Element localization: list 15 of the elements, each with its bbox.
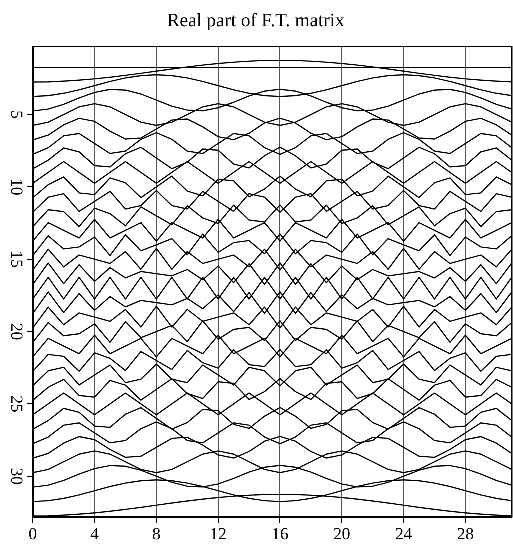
x-tick-label: 24 <box>395 524 413 544</box>
x-tick-label: 20 <box>334 524 351 544</box>
x-tick-label: 8 <box>152 524 161 544</box>
x-tick-label: 12 <box>210 524 227 544</box>
y-tick-label: 10 <box>8 178 27 196</box>
y-tick-label: 20 <box>8 323 27 340</box>
y-tick-label: 30 <box>8 468 27 485</box>
y-tick-label: 5 <box>8 110 27 120</box>
y-tick-label: 25 <box>8 396 27 413</box>
chart-title: Real part of F.T. matrix <box>167 10 346 32</box>
x-tick-label: 28 <box>457 524 474 544</box>
x-tick-label: 16 <box>272 524 289 544</box>
y-tick-label: 15 <box>8 250 27 268</box>
x-tick-label: 4 <box>90 524 100 544</box>
x-tick-label: 0 <box>28 524 38 544</box>
